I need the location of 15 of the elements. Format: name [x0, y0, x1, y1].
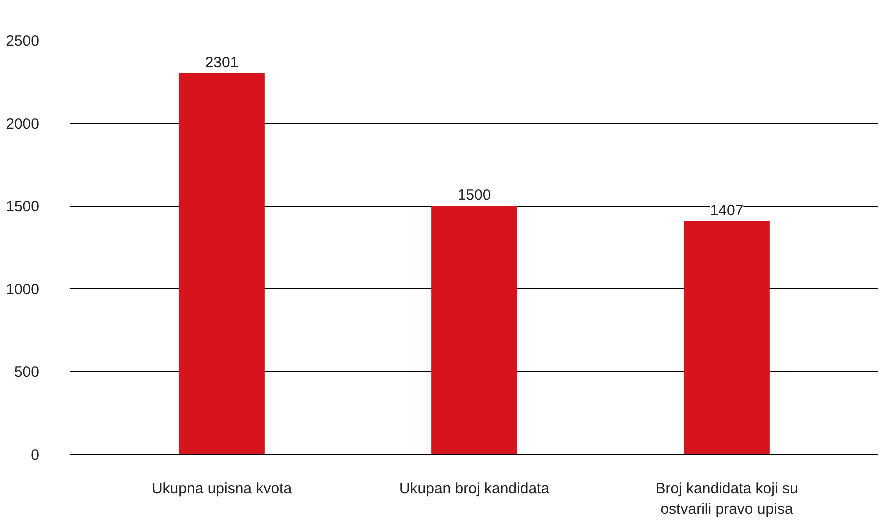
data-label: 2301	[205, 54, 239, 72]
bar	[684, 222, 770, 454]
x-tick-label: Broj kandidata koji su ostvarili pravo upisa	[656, 480, 798, 518]
bar	[432, 206, 518, 454]
data-label: 1407	[710, 202, 744, 220]
bar	[179, 73, 265, 454]
y-tick-label: 500	[14, 364, 40, 382]
data-label: 1500	[458, 187, 492, 204]
y-tick-label: 2000	[6, 116, 40, 133]
y-tick-label: 1000	[6, 281, 40, 298]
y-tick-label: 2500	[6, 33, 40, 50]
x-tick-label: Ukupna upisna kvota	[152, 480, 293, 498]
x-tick-label: Ukupan broj kandidata	[399, 480, 550, 498]
y-tick-label: 0	[31, 447, 40, 464]
y-tick-label: 1500	[6, 198, 40, 216]
